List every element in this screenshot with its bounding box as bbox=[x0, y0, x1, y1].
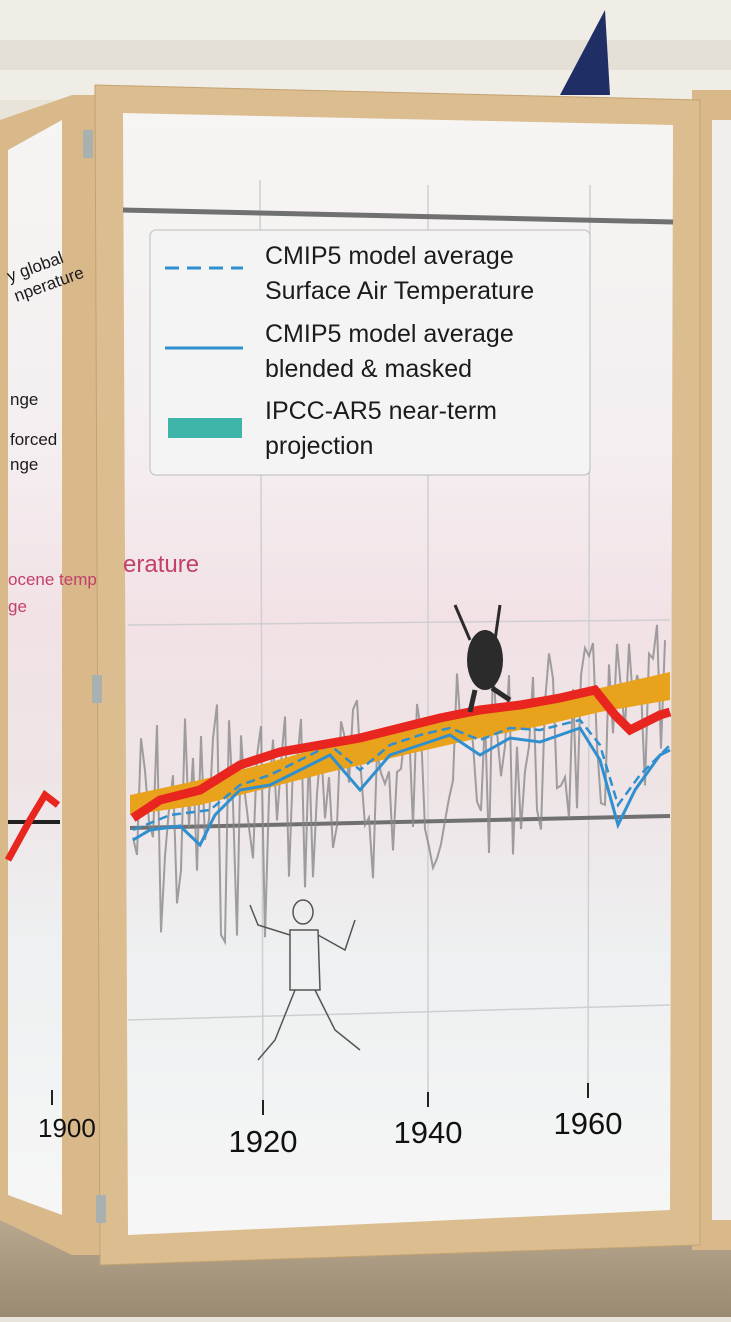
year-label: 1940 bbox=[394, 1115, 463, 1150]
year-ticks bbox=[51, 1083, 589, 1115]
series-label: erature bbox=[123, 551, 199, 578]
figure-lower bbox=[249, 899, 361, 1061]
legend-band bbox=[168, 418, 242, 438]
sat-line bbox=[132, 718, 671, 832]
annual-series bbox=[132, 624, 666, 946]
year-label: 1960 bbox=[554, 1106, 623, 1141]
left-text: ge bbox=[8, 597, 27, 616]
left-observed-line bbox=[4, 789, 61, 862]
left-text: nge bbox=[10, 390, 38, 409]
top-bar bbox=[122, 207, 674, 225]
right-canvas bbox=[712, 120, 731, 1220]
left-text: ocene temp bbox=[8, 570, 97, 589]
legend-text: IPCC-AR5 near-term bbox=[265, 397, 497, 425]
left-text: forced bbox=[10, 430, 57, 449]
legend-text: CMIP5 model average bbox=[265, 320, 514, 348]
projection-band bbox=[130, 672, 670, 815]
flag bbox=[560, 10, 610, 95]
year-label: 1920 bbox=[229, 1124, 298, 1159]
figure-upper bbox=[453, 604, 512, 713]
left-canvas bbox=[8, 120, 62, 1215]
legend-text: blended & masked bbox=[265, 355, 472, 383]
hinge bbox=[92, 675, 102, 703]
legend bbox=[149, 229, 591, 476]
hinge bbox=[96, 1195, 106, 1223]
legend-text: CMIP5 model average bbox=[265, 242, 514, 270]
legend-text: Surface Air Temperature bbox=[265, 277, 534, 305]
left-text: nge bbox=[10, 455, 38, 474]
observed-line bbox=[130, 684, 672, 822]
blended-line bbox=[132, 726, 671, 848]
hinge bbox=[83, 130, 93, 158]
legend-text: projection bbox=[265, 432, 373, 460]
year-label: 1900 bbox=[38, 1113, 96, 1143]
cornice bbox=[0, 40, 731, 70]
